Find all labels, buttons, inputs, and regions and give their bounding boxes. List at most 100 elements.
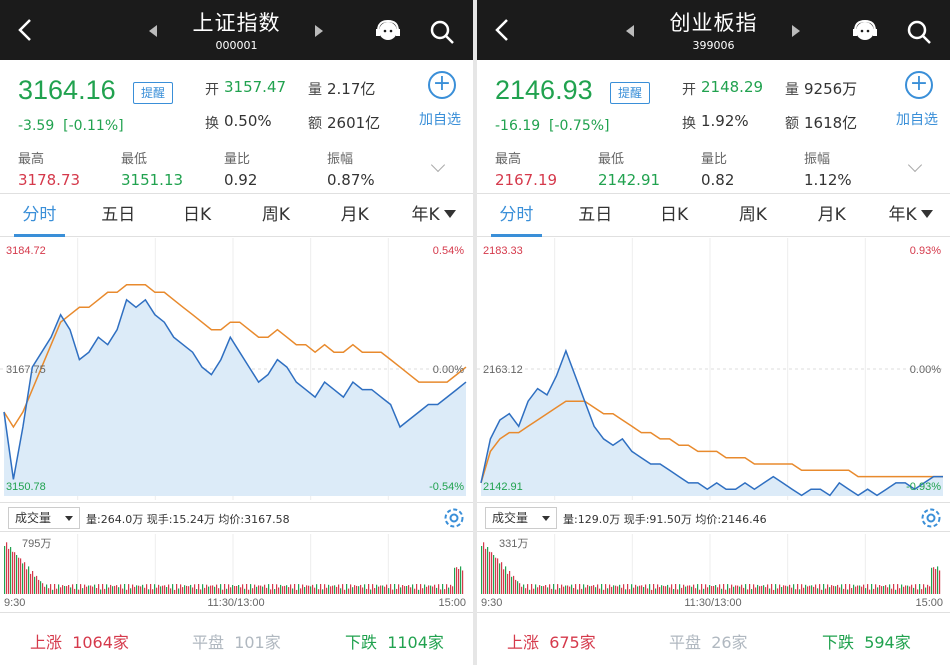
- volume-bar: [334, 585, 336, 594]
- gear-icon[interactable]: [919, 506, 943, 530]
- volume-bar: [881, 586, 883, 594]
- volume-bar: [342, 584, 344, 594]
- volume-bar: [72, 584, 74, 594]
- next-index-icon[interactable]: [315, 25, 323, 37]
- prev-index-icon[interactable]: [626, 25, 634, 37]
- volume-bar: [481, 546, 483, 594]
- index-panel-cyb: 创业板指 399006 2146.93 提醒 -16.19 [-0.75%] 开…: [477, 0, 950, 665]
- volume-bar: [613, 585, 615, 594]
- volume-bar: [404, 586, 406, 594]
- volume-bar: [162, 585, 164, 594]
- volume-bar: [88, 585, 90, 594]
- volume-bar: [647, 588, 649, 594]
- volume-bar: [16, 555, 18, 594]
- tab-5[interactable]: 年K: [871, 194, 950, 236]
- volume-indicator-select[interactable]: 成交量: [485, 507, 557, 529]
- tab-3[interactable]: 周K: [236, 194, 315, 236]
- volume-indicator-select[interactable]: 成交量: [8, 507, 80, 529]
- volume-bar: [348, 588, 350, 594]
- tab-5[interactable]: 年K: [394, 194, 473, 236]
- volume-bar: [326, 587, 328, 594]
- volume-bar: [681, 587, 683, 594]
- volume-bar: [599, 588, 601, 594]
- market-breadth: 上涨 1064家 平盘 101家 下跌 1104家: [0, 612, 473, 665]
- gear-icon[interactable]: [442, 506, 466, 530]
- customer-service-icon[interactable]: [374, 18, 402, 44]
- volume-bar: [390, 584, 392, 594]
- volume-bar: [394, 584, 396, 594]
- volume-bar: [805, 584, 807, 594]
- remind-button[interactable]: 提醒: [133, 82, 173, 104]
- search-icon[interactable]: [428, 18, 456, 46]
- tab-1[interactable]: 五日: [556, 194, 635, 236]
- volume-bar: [22, 563, 24, 594]
- add-watchlist-button[interactable]: 加自选: [419, 112, 461, 128]
- chevron-down-icon[interactable]: [430, 157, 446, 173]
- volume-bar: [617, 586, 619, 594]
- back-arrow-icon[interactable]: [489, 16, 517, 44]
- volume-bar: [781, 587, 783, 594]
- search-icon[interactable]: [905, 18, 933, 46]
- tab-label: 分时: [22, 205, 57, 225]
- volume-bar: [400, 587, 402, 594]
- volume-bar: [725, 589, 727, 594]
- prev-index-icon[interactable]: [149, 25, 157, 37]
- volume-bar: [759, 586, 761, 594]
- volume-bar: [436, 587, 438, 594]
- volume-bar: [270, 589, 272, 594]
- volume-bar: [887, 587, 889, 594]
- volume-bar: [24, 562, 26, 594]
- tab-4[interactable]: 月K: [792, 194, 871, 236]
- tab-1[interactable]: 五日: [79, 194, 158, 236]
- volume-bar: [557, 584, 559, 594]
- volume-bar: [587, 584, 589, 594]
- customer-service-icon[interactable]: [851, 18, 879, 44]
- volume-bar: [224, 584, 226, 594]
- volume-bar: [430, 585, 432, 594]
- remind-button[interactable]: 提醒: [610, 82, 650, 104]
- low-label: 最低: [121, 152, 148, 167]
- volume-bar: [174, 589, 176, 594]
- add-watchlist-icon[interactable]: +: [428, 71, 456, 99]
- add-watchlist-button[interactable]: 加自选: [896, 112, 938, 128]
- volume-bar: [775, 584, 777, 594]
- volume-bar: [749, 584, 751, 594]
- add-watchlist-icon[interactable]: +: [905, 71, 933, 99]
- volume-bar: [561, 584, 563, 594]
- tab-4[interactable]: 月K: [315, 194, 394, 236]
- volume-bar: [765, 587, 767, 594]
- volume-bar: [891, 588, 893, 594]
- volume-bar: [603, 589, 605, 594]
- volume-bar: [921, 589, 923, 594]
- tab-2[interactable]: 日K: [158, 194, 237, 236]
- volume-bar: [859, 585, 861, 594]
- high-value: 2167.19: [495, 171, 558, 189]
- volume-bar: [92, 586, 94, 594]
- time-end: 15:00: [438, 597, 466, 609]
- volume-bar: [164, 585, 166, 594]
- chevron-down-icon[interactable]: [907, 157, 923, 173]
- volume-bar: [549, 584, 551, 594]
- next-index-icon[interactable]: [792, 25, 800, 37]
- volume-bar: [817, 588, 819, 594]
- tab-0[interactable]: 分时: [0, 194, 79, 237]
- y-axis-bottom: 2142.91: [483, 481, 523, 493]
- volume-bar: [701, 584, 703, 594]
- volume-bar: [78, 589, 80, 594]
- volume-chart: 795万 9:30 11:30/13:00 15:00: [4, 534, 466, 609]
- tab-3[interactable]: 周K: [713, 194, 792, 236]
- volume-bar: [705, 584, 707, 594]
- volume-bar: [741, 584, 743, 594]
- volume-bar: [252, 588, 254, 594]
- volume-bar: [923, 584, 925, 594]
- turnover-value: 0.50%: [224, 112, 272, 130]
- volume-bar: [841, 584, 843, 594]
- tab-2[interactable]: 日K: [635, 194, 714, 236]
- amount-label: 额: [785, 116, 799, 132]
- volume-chart: 331万 9:30 11:30/13:00 15:00: [481, 534, 943, 609]
- volume-bar: [294, 584, 296, 594]
- tab-0[interactable]: 分时: [477, 194, 556, 237]
- back-arrow-icon[interactable]: [12, 16, 40, 44]
- volume-bar: [845, 584, 847, 594]
- volume-bar: [282, 586, 284, 594]
